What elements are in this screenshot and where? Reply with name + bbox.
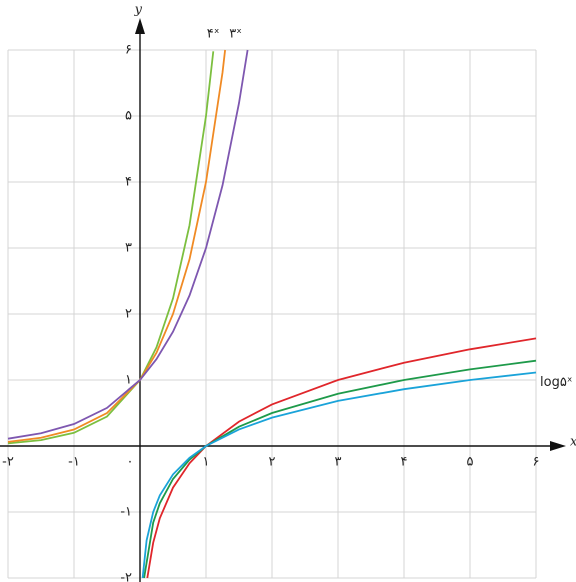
y-tick-label: -۱ xyxy=(120,505,132,520)
y-arrow xyxy=(135,18,145,34)
x-tick-label: ۶ xyxy=(533,455,540,470)
series-label: ۴ˣ xyxy=(207,27,220,42)
x-tick-label: ۲ xyxy=(269,455,276,470)
y-tick-label: ۵ xyxy=(125,109,132,124)
series-label: ۳ˣ xyxy=(229,27,242,42)
x-tick-label: ۳ xyxy=(335,455,342,470)
x-arrow xyxy=(550,441,566,451)
x-tick-label: ۴ xyxy=(401,455,408,470)
x-axis-label: x xyxy=(570,435,576,450)
y-tick-label: ۱ xyxy=(125,373,132,388)
y-tick-label: -۲ xyxy=(120,571,132,582)
y-tick-label: ۶ xyxy=(125,43,132,58)
series-label: log۵ˣ xyxy=(540,375,573,390)
x-tick-label: ۵ xyxy=(467,455,474,470)
y-tick-label: ۳ xyxy=(125,241,132,256)
curve xyxy=(7,51,215,445)
curve xyxy=(7,49,249,440)
y-axis-label: y xyxy=(134,3,143,18)
curve xyxy=(7,49,226,443)
y-tick-label: ۲ xyxy=(125,307,132,322)
x-tick-label: -۲ xyxy=(2,455,14,470)
x-tick-label: ۰ xyxy=(127,455,134,470)
curve xyxy=(141,371,537,579)
curve xyxy=(146,337,537,579)
x-tick-label: -۱ xyxy=(68,455,80,470)
y-tick-label: ۴ xyxy=(125,175,132,190)
x-tick-label: ۱ xyxy=(203,455,210,470)
curve xyxy=(143,359,537,579)
